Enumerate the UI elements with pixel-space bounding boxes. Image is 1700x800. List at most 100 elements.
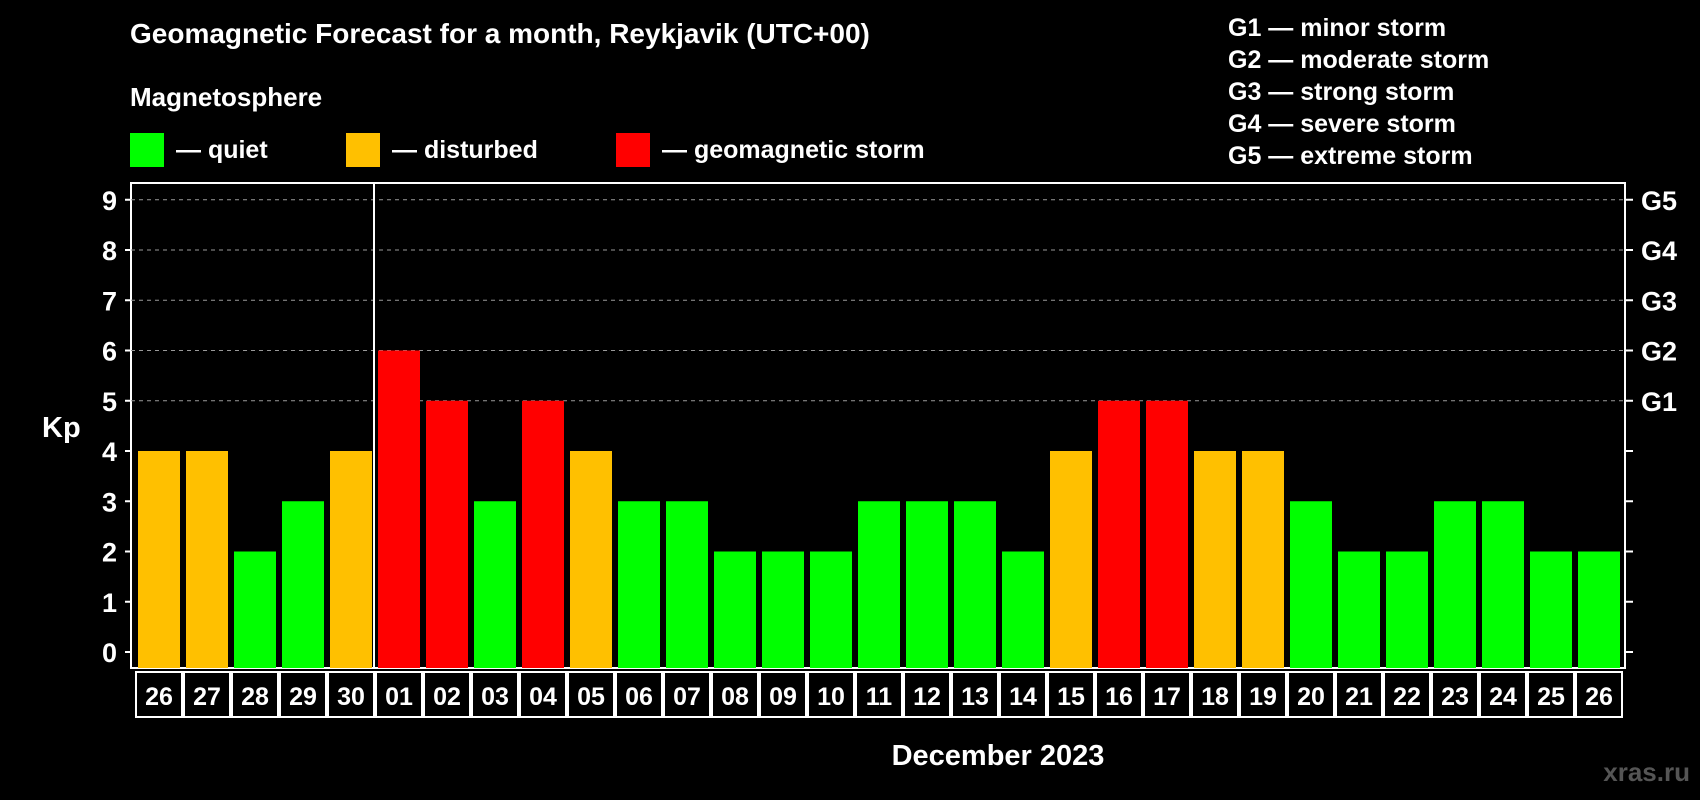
x-tick-cell bbox=[327, 671, 375, 718]
bar bbox=[1146, 400, 1188, 668]
x-tick-cell bbox=[615, 671, 663, 718]
bar bbox=[618, 501, 660, 668]
x-tick-label: 01 bbox=[385, 683, 413, 711]
bar bbox=[1482, 501, 1524, 668]
x-tick-label: 03 bbox=[481, 683, 509, 711]
x-tick-cell bbox=[1191, 671, 1239, 718]
x-tick-label: 19 bbox=[1249, 683, 1277, 711]
y-tick-label: 3 bbox=[102, 487, 117, 517]
legend-quiet: — quiet bbox=[130, 132, 268, 168]
bar bbox=[1386, 551, 1428, 668]
x-tick-label: 28 bbox=[241, 683, 269, 711]
x-tick-label: 08 bbox=[721, 683, 749, 711]
x-tick-label: 29 bbox=[289, 683, 317, 711]
bar bbox=[234, 551, 276, 668]
x-tick-label: 04 bbox=[529, 683, 557, 711]
x-tick-cell bbox=[951, 671, 999, 718]
x-tick-cell bbox=[663, 671, 711, 718]
storm-level-g5: G5 — extreme storm bbox=[1228, 142, 1473, 170]
bar bbox=[330, 451, 372, 668]
x-tick-label: 20 bbox=[1297, 683, 1325, 711]
bar bbox=[666, 501, 708, 668]
x-tick-label: 15 bbox=[1057, 683, 1085, 711]
x-tick-label: 07 bbox=[673, 683, 701, 711]
x-tick-label: 12 bbox=[913, 683, 941, 711]
bar bbox=[1290, 501, 1332, 668]
x-tick-label: 18 bbox=[1201, 683, 1229, 711]
bar bbox=[714, 551, 756, 668]
x-tick-label: 24 bbox=[1489, 683, 1517, 711]
bar bbox=[906, 501, 948, 668]
x-tick-label: 09 bbox=[769, 683, 797, 711]
y-tick-label: 5 bbox=[102, 387, 117, 417]
x-tick-label: 11 bbox=[866, 683, 893, 711]
legend-storm: — geomagnetic storm bbox=[616, 132, 925, 168]
bar bbox=[522, 400, 564, 668]
bar bbox=[762, 551, 804, 668]
x-tick-cell bbox=[279, 671, 327, 718]
legend-storm-swatch bbox=[616, 133, 650, 167]
x-tick-label: 26 bbox=[145, 683, 173, 711]
right-axis-label: G4 bbox=[1641, 236, 1677, 266]
y-tick-label: 6 bbox=[102, 337, 117, 367]
bar bbox=[858, 501, 900, 668]
x-tick-cell bbox=[567, 671, 615, 718]
bar bbox=[1242, 451, 1284, 668]
x-tick-label: 02 bbox=[433, 683, 461, 711]
x-tick-cell bbox=[1287, 671, 1335, 718]
x-tick-cell bbox=[1479, 671, 1527, 718]
x-tick-cell bbox=[1095, 671, 1143, 718]
x-tick-label: 30 bbox=[337, 683, 365, 711]
x-tick-cell bbox=[519, 671, 567, 718]
bar bbox=[138, 451, 180, 668]
legend-disturbed-swatch bbox=[346, 133, 380, 167]
y-tick-label: 4 bbox=[102, 437, 117, 467]
storm-level-g3: G3 — strong storm bbox=[1228, 78, 1455, 106]
x-tick-cell bbox=[855, 671, 903, 718]
x-tick-label: 05 bbox=[577, 683, 605, 711]
x-tick-label: 16 bbox=[1105, 683, 1133, 711]
legend-quiet-swatch bbox=[130, 133, 164, 167]
x-tick-cell bbox=[903, 671, 951, 718]
x-tick-label: 06 bbox=[625, 683, 653, 711]
x-tick-cell bbox=[375, 671, 423, 718]
x-tick-cell bbox=[135, 671, 183, 718]
bar bbox=[1434, 501, 1476, 668]
y-tick-label: 7 bbox=[102, 286, 117, 316]
chart-title: Geomagnetic Forecast for a month, Reykja… bbox=[130, 18, 870, 49]
bar bbox=[1338, 551, 1380, 668]
x-tick-label: 14 bbox=[1009, 683, 1037, 711]
x-tick-label: 26 bbox=[1585, 683, 1613, 711]
x-tick-cell bbox=[999, 671, 1047, 718]
x-tick-label: 23 bbox=[1441, 683, 1469, 711]
bar bbox=[1578, 551, 1620, 668]
x-tick-label: 21 bbox=[1345, 683, 1373, 711]
x-tick-cell bbox=[807, 671, 855, 718]
x-tick-cell bbox=[1047, 671, 1095, 718]
x-tick-label: 22 bbox=[1393, 683, 1421, 711]
storm-level-g2: G2 — moderate storm bbox=[1228, 46, 1490, 74]
right-axis-label: G3 bbox=[1641, 286, 1677, 316]
x-tick-label: 25 bbox=[1537, 683, 1565, 711]
storm-level-legend: G1 — minor storm G2 — moderate storm G3 … bbox=[1228, 12, 1489, 172]
bar bbox=[1002, 551, 1044, 668]
x-tick-cell bbox=[423, 671, 471, 718]
bar bbox=[1050, 451, 1092, 668]
y-tick-label: 0 bbox=[102, 638, 117, 668]
x-tick-cell bbox=[1575, 671, 1623, 718]
x-tick-cell bbox=[1335, 671, 1383, 718]
x-tick-cell bbox=[711, 671, 759, 718]
bar bbox=[282, 501, 324, 668]
legend-disturbed-label: — disturbed bbox=[392, 135, 538, 164]
right-axis-label: G5 bbox=[1641, 186, 1677, 216]
x-tick-label: 10 bbox=[817, 683, 845, 711]
bar bbox=[1194, 451, 1236, 668]
x-tick-cell bbox=[471, 671, 519, 718]
y-axis-label: Kp bbox=[42, 412, 81, 444]
bar bbox=[474, 501, 516, 668]
y-tick-label: 8 bbox=[102, 236, 117, 266]
y-tick-label: 1 bbox=[102, 588, 117, 618]
x-tick-label: 27 bbox=[193, 683, 221, 711]
chart-subtitle: Magnetosphere bbox=[130, 82, 323, 112]
